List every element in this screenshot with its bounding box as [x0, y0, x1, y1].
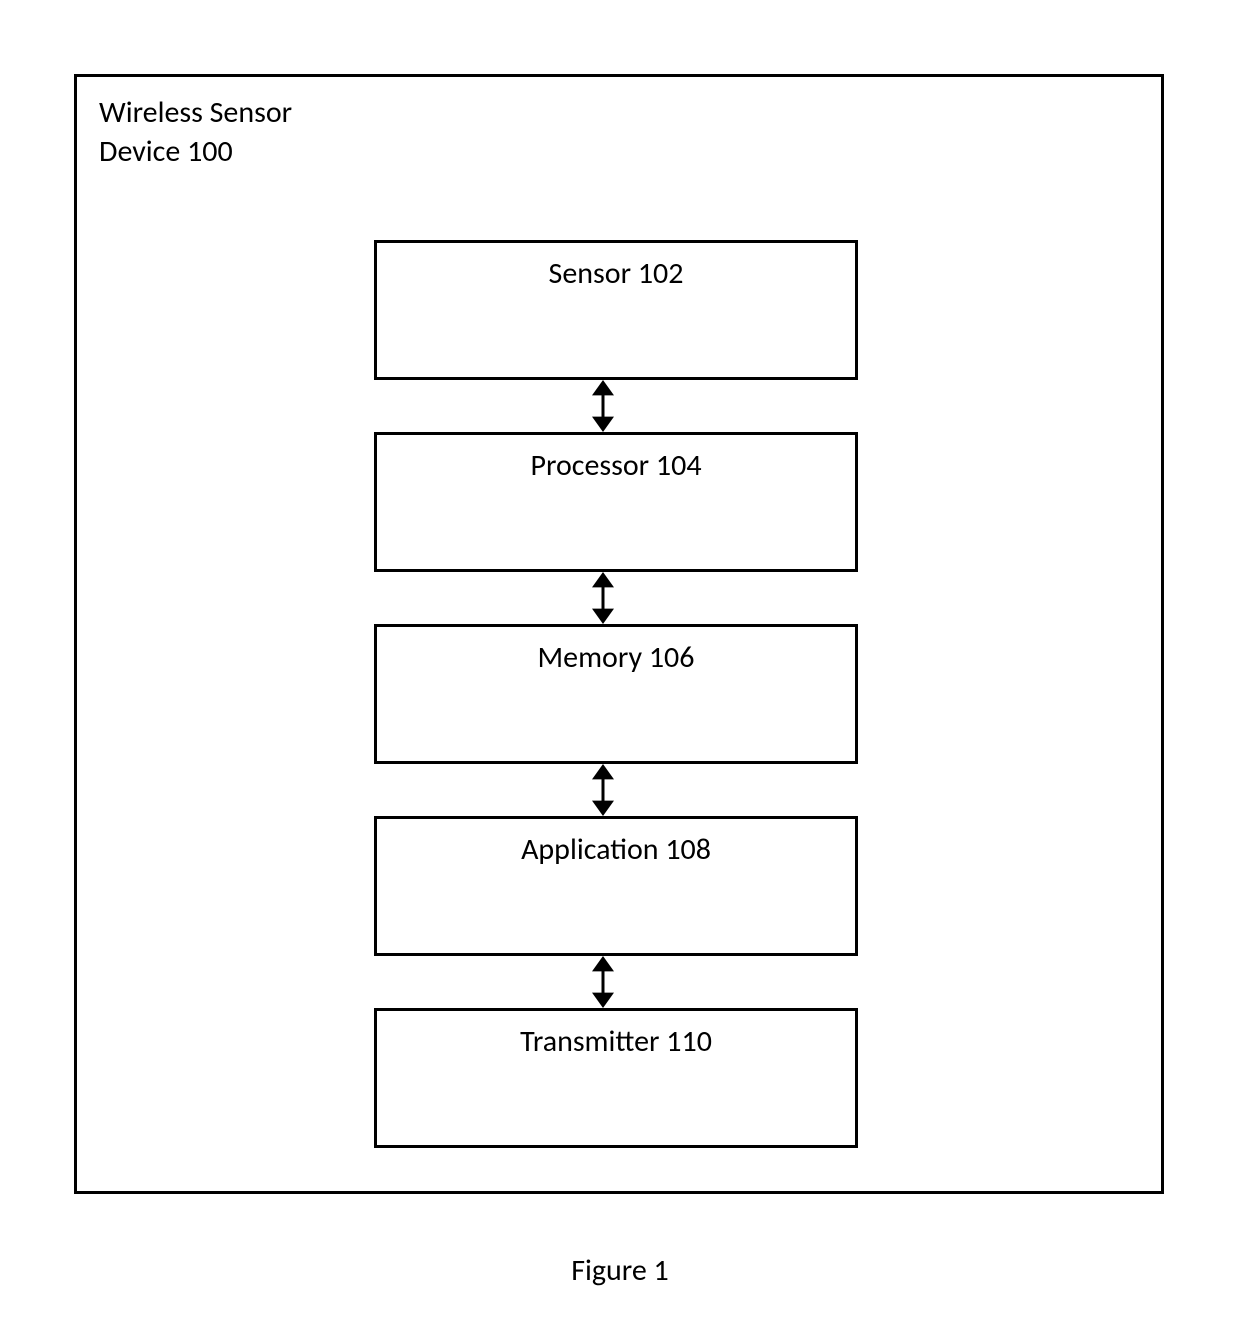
container-title-line1: Wireless Sensor	[99, 94, 292, 131]
container-title-line2: Device 100	[99, 133, 233, 170]
block-label-3: Application 108	[521, 831, 711, 868]
block-label-0: Sensor 102	[549, 255, 684, 292]
double-arrow-icon	[590, 764, 616, 816]
double-arrow-icon	[590, 956, 616, 1008]
double-arrow-icon	[590, 380, 616, 432]
figure-caption: Figure 1	[0, 1252, 1240, 1289]
block-1: Processor 104	[374, 432, 858, 572]
container-title: Wireless Sensor Device 100	[99, 93, 292, 171]
block-label-2: Memory 106	[538, 639, 695, 676]
block-3: Application 108	[374, 816, 858, 956]
block-2: Memory 106	[374, 624, 858, 764]
block-label-4: Transmitter 110	[520, 1023, 712, 1060]
block-0: Sensor 102	[374, 240, 858, 380]
block-4: Transmitter 110	[374, 1008, 858, 1148]
block-label-1: Processor 104	[530, 447, 701, 484]
double-arrow-icon	[590, 572, 616, 624]
